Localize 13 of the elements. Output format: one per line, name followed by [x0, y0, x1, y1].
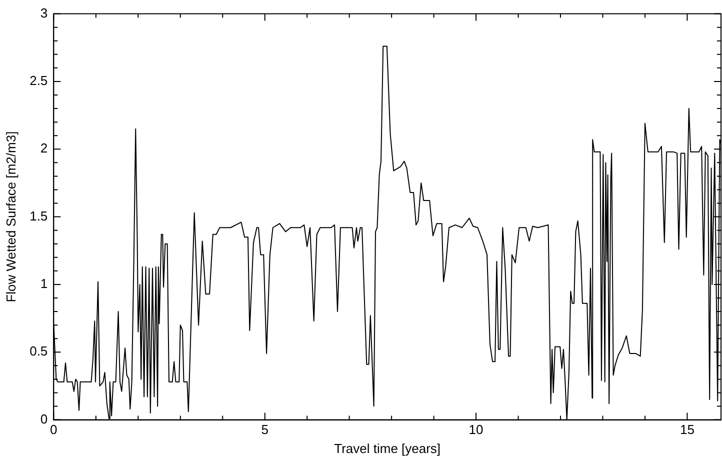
- y-tick-label: 0: [40, 411, 48, 426]
- x-tick-label: 5: [261, 422, 268, 438]
- x-tick-label: 0: [50, 422, 58, 438]
- y-tick-label: 1.5: [30, 208, 48, 224]
- y-tick-label: 2.5: [30, 73, 48, 88]
- x-tick-label: 15: [680, 422, 694, 438]
- y-tick-label: 1: [40, 276, 48, 292]
- x-axis-title: Travel time [years]: [334, 440, 441, 456]
- y-tick-label: 0.5: [30, 344, 48, 359]
- y-axis-title: Flow Wetted Surface [m2/m3]: [3, 131, 18, 302]
- y-tick-label: 2: [40, 140, 48, 156]
- y-tick-label: 3: [40, 5, 48, 20]
- x-tick-label: 10: [468, 422, 484, 438]
